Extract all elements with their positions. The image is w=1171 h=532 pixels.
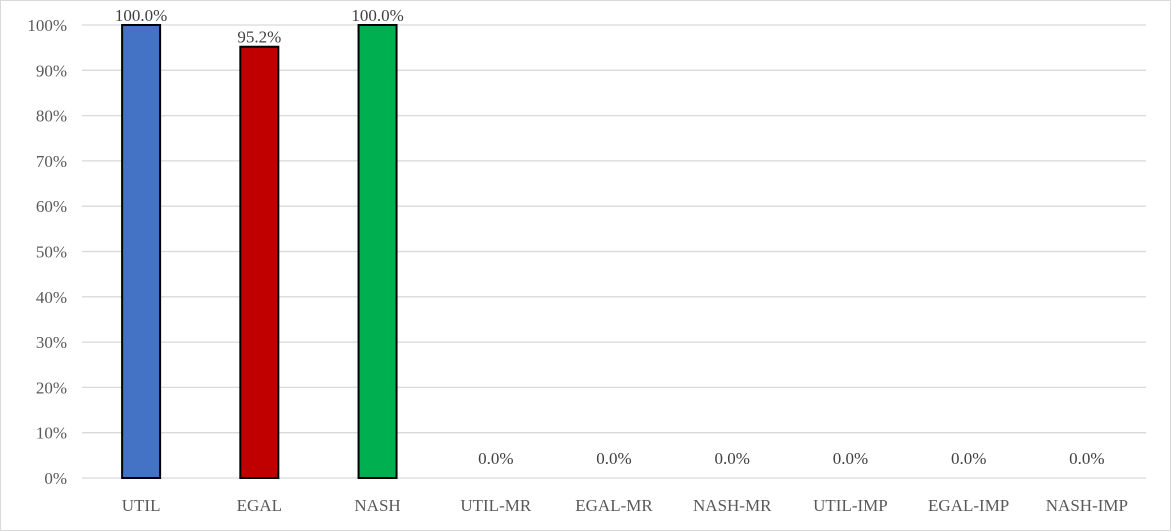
data-label: 95.2% — [237, 28, 281, 47]
y-tick-label: 80% — [36, 107, 67, 126]
y-tick-label: 20% — [36, 378, 67, 397]
data-label: 0.0% — [951, 449, 986, 468]
y-tick-label: 50% — [36, 243, 67, 262]
y-tick-label: 40% — [36, 288, 67, 307]
y-tick-label: 10% — [36, 424, 67, 443]
data-label: 100.0% — [351, 6, 403, 25]
x-tick-label: NASH-IMP — [1046, 496, 1128, 515]
x-tick-label: UTIL-IMP — [813, 496, 888, 515]
y-tick-label: 90% — [36, 61, 67, 80]
bar — [239, 45, 280, 480]
y-tick-label: 70% — [36, 152, 67, 171]
x-tick-label: NASH — [354, 496, 400, 515]
x-tick-label: UTIL — [122, 496, 161, 515]
y-tick-label: 60% — [36, 197, 67, 216]
x-tick-label: EGAL-IMP — [928, 496, 1009, 515]
data-label: 0.0% — [715, 449, 750, 468]
data-label: 0.0% — [833, 449, 868, 468]
data-label: 100.0% — [115, 6, 167, 25]
bar — [357, 24, 398, 479]
data-label: 0.0% — [1069, 449, 1104, 468]
y-tick-label: 0% — [44, 469, 67, 488]
x-tick-label: EGAL — [237, 496, 282, 515]
bar — [121, 24, 162, 479]
x-tick-label: UTIL-MR — [460, 496, 531, 515]
x-tick-label: EGAL-MR — [575, 496, 653, 515]
x-tick-label: NASH-MR — [693, 496, 772, 515]
y-tick-label: 100% — [27, 16, 67, 35]
data-label: 0.0% — [478, 449, 513, 468]
y-tick-label: 30% — [36, 333, 67, 352]
data-label: 0.0% — [596, 449, 631, 468]
